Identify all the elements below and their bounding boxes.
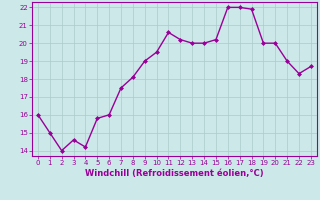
X-axis label: Windchill (Refroidissement éolien,°C): Windchill (Refroidissement éolien,°C) bbox=[85, 169, 264, 178]
